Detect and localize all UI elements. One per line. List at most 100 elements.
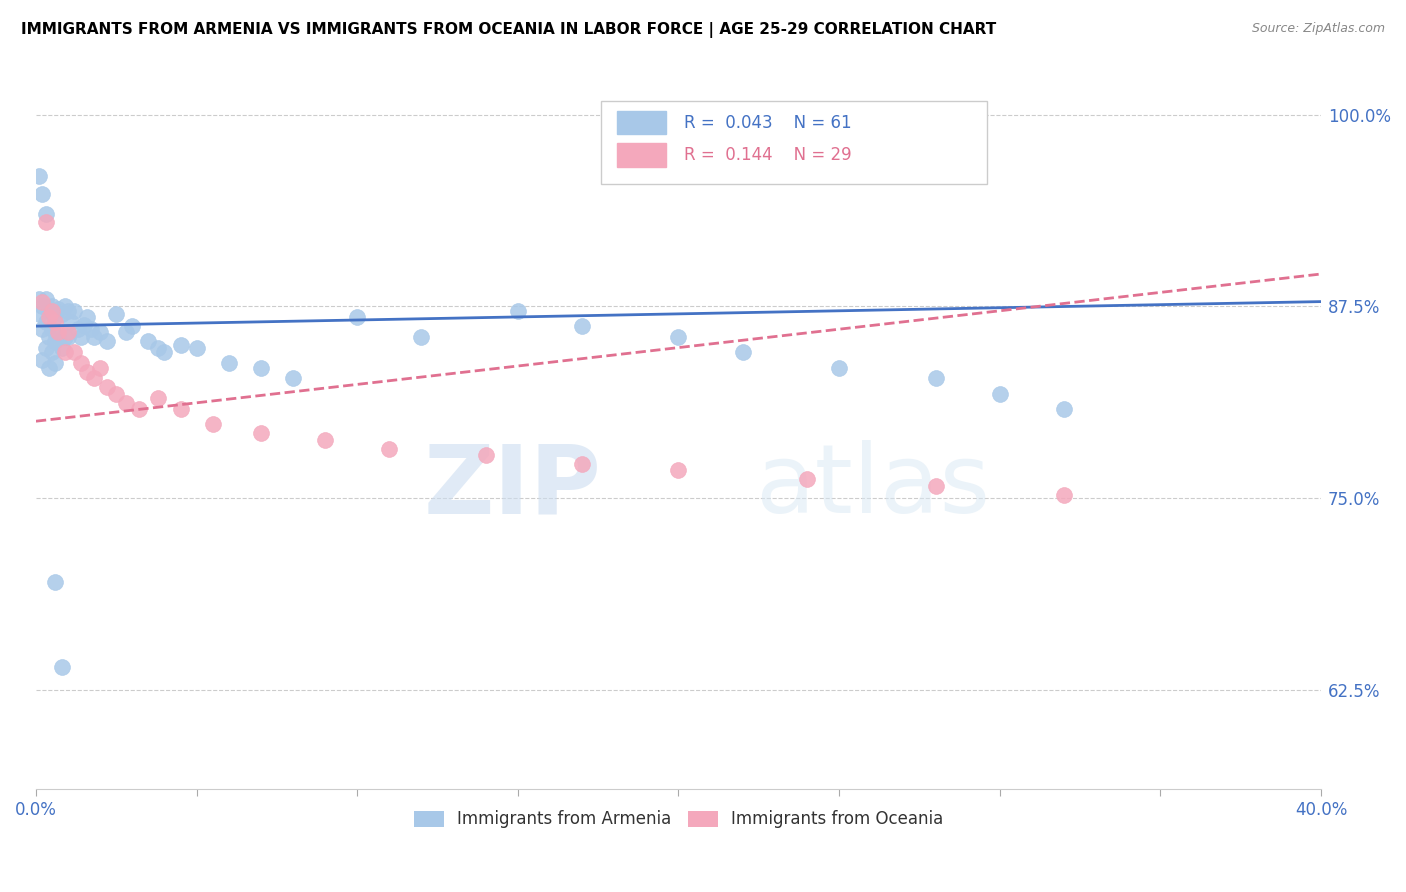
Point [48, 330, 70, 344]
Point [115, 325, 138, 339]
Point [96, 380, 118, 394]
Point [250, 360, 273, 375]
Point [38, 330, 60, 344]
Point [70, 356, 93, 370]
Point [474, 448, 496, 462]
Point [796, 473, 818, 487]
Point [506, 303, 529, 318]
Point [56, 330, 79, 344]
Point [79, 322, 101, 336]
Point [41, 322, 63, 336]
Point [41, 345, 63, 359]
Point [186, 341, 208, 355]
Point [83, 371, 105, 385]
Point [34, 292, 56, 306]
Point [60, 314, 83, 328]
Point [31, 322, 53, 336]
Point [128, 401, 150, 416]
Point [63, 303, 86, 318]
Point [28, 292, 51, 306]
Point [828, 360, 851, 375]
Point [668, 463, 690, 477]
Point [38, 360, 60, 375]
Point [924, 371, 946, 385]
Legend: Immigrants from Armenia, Immigrants from Oceania: Immigrants from Armenia, Immigrants from… [406, 804, 950, 835]
Point [378, 442, 401, 456]
Point [51, 341, 73, 355]
Point [31, 299, 53, 313]
Point [44, 575, 66, 590]
Point [28, 169, 51, 183]
FancyBboxPatch shape [602, 101, 987, 184]
Point [105, 386, 128, 401]
Point [44, 310, 66, 324]
Point [44, 314, 66, 328]
Point [83, 330, 105, 344]
Point [38, 303, 60, 318]
Point [571, 457, 593, 471]
Point [76, 365, 98, 379]
Point [668, 330, 690, 344]
Point [76, 310, 98, 324]
Point [146, 341, 169, 355]
Point [73, 318, 96, 332]
Text: R =  0.144    N = 29: R = 0.144 N = 29 [683, 146, 851, 164]
Point [38, 310, 60, 324]
Point [34, 207, 56, 221]
Point [34, 314, 56, 328]
Point [89, 325, 111, 339]
Point [138, 334, 160, 349]
Point [153, 345, 176, 359]
Point [146, 391, 169, 405]
Point [28, 307, 51, 321]
Point [66, 322, 89, 336]
Point [314, 433, 336, 447]
Point [48, 302, 70, 317]
Point [346, 310, 368, 324]
Point [121, 319, 143, 334]
Point [53, 299, 76, 313]
Text: IMMIGRANTS FROM ARMENIA VS IMMIGRANTS FROM OCEANIA IN LABOR FORCE | AGE 25-29 CO: IMMIGRANTS FROM ARMENIA VS IMMIGRANTS FR… [21, 22, 997, 38]
Point [89, 360, 111, 375]
Point [51, 307, 73, 321]
Text: ZIP: ZIP [423, 440, 602, 533]
Point [411, 330, 433, 344]
Point [169, 337, 191, 351]
Point [48, 325, 70, 339]
Point [41, 303, 63, 318]
Point [63, 345, 86, 359]
Point [218, 356, 240, 370]
Point [250, 426, 273, 441]
Point [1053, 488, 1076, 502]
Text: R =  0.043    N = 61: R = 0.043 N = 61 [683, 113, 851, 132]
Point [31, 187, 53, 202]
Point [41, 299, 63, 313]
Point [571, 319, 593, 334]
Point [169, 401, 191, 416]
Point [31, 352, 53, 367]
Point [34, 341, 56, 355]
Point [44, 334, 66, 349]
Text: atlas: atlas [755, 440, 991, 533]
Point [924, 478, 946, 492]
Bar [617, 111, 665, 134]
Point [51, 659, 73, 673]
Point [53, 345, 76, 359]
Bar [617, 144, 665, 167]
Point [115, 396, 138, 410]
Point [105, 307, 128, 321]
Point [56, 303, 79, 318]
Point [34, 215, 56, 229]
Point [31, 294, 53, 309]
Point [53, 330, 76, 344]
Point [731, 345, 754, 359]
Point [988, 386, 1011, 401]
Point [70, 330, 93, 344]
Point [281, 371, 304, 385]
Point [44, 356, 66, 370]
Point [1053, 401, 1076, 416]
Text: Source: ZipAtlas.com: Source: ZipAtlas.com [1251, 22, 1385, 36]
Point [201, 417, 224, 432]
Point [96, 334, 118, 349]
Point [56, 325, 79, 339]
